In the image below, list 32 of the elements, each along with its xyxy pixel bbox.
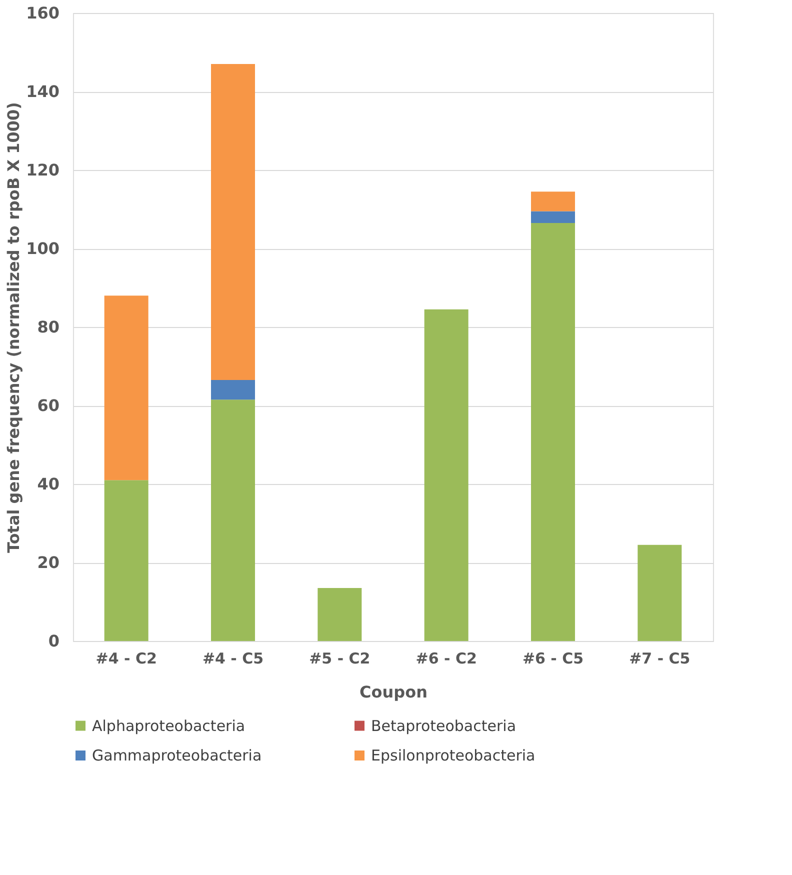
y-tick-label: 140 (26, 82, 60, 101)
y-tick-label: 160 (26, 4, 60, 22)
bar (104, 480, 148, 641)
bar (531, 211, 575, 223)
x-tick-label: #5 - C2 (309, 650, 370, 668)
x-tick-label: #4 - C5 (202, 650, 264, 668)
x-tick-label: #7 - C5 (629, 650, 690, 668)
bar (531, 192, 575, 212)
bar (211, 380, 255, 400)
y-tick-label: 100 (26, 239, 60, 258)
y-tick-label: 20 (37, 553, 60, 572)
y-tick-label: 120 (26, 160, 60, 180)
bar (211, 400, 255, 641)
legend-label: Gammaproteobacteria (92, 746, 262, 764)
bar (211, 64, 255, 380)
bar (424, 309, 468, 641)
x-tick-label: #6 - C2 (416, 650, 477, 668)
x-axis-title: Coupon (360, 682, 428, 702)
bar (318, 588, 362, 641)
bar (104, 296, 148, 480)
y-tick-label: 0 (48, 632, 60, 650)
x-tick-label: #4 - C2 (96, 650, 157, 668)
y-axis-title: Total gene frequency (normalized to rpoB X 1000) (4, 102, 24, 553)
y-tick-label: 80 (37, 318, 60, 336)
y-tick-label: 60 (37, 396, 60, 415)
bar (638, 544, 682, 641)
legend-label: Alphaproteobacteria (92, 716, 246, 735)
x-tick-label: #6 - C5 (522, 650, 584, 668)
y-tick-label: 40 (37, 474, 60, 494)
legend-label: Epsilonproteobacteria (371, 746, 536, 764)
legend-label: Betaproteobacteria (371, 716, 516, 735)
bar (531, 222, 575, 641)
